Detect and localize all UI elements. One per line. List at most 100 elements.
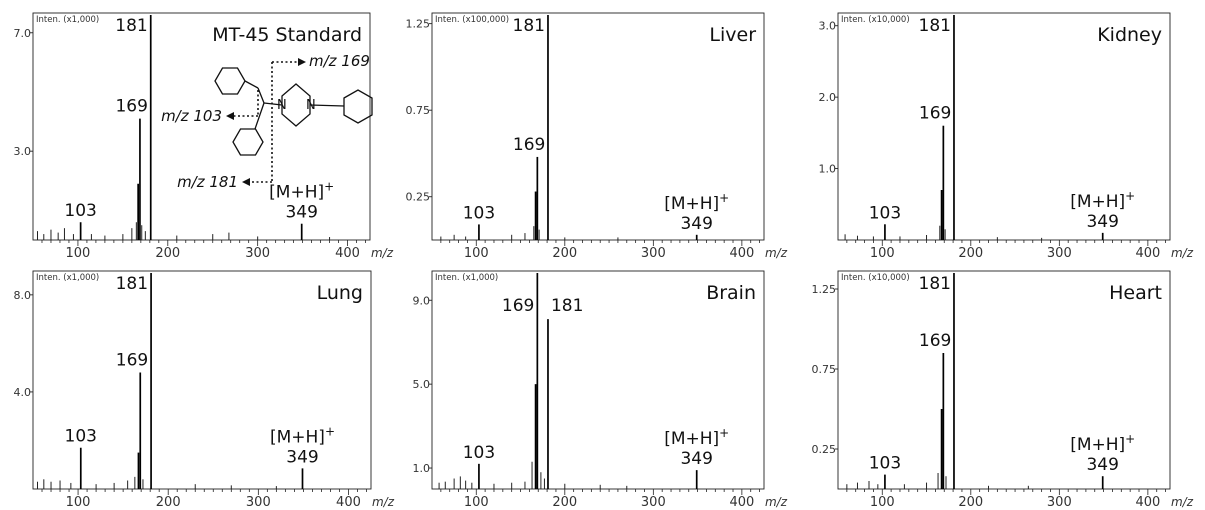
fragment-label-169: m/z 169 [309,52,370,70]
x-tick-label: 100 [464,495,489,510]
peak-label-103: 103 [64,201,96,221]
spectrum-panel-5: Inten. (x1,000) Brain 1.0 5.0 9.0 100 200 300 40… [413,270,788,510]
peak-label-169: 169 [513,135,545,155]
intensity-scale-label: Inten. (x1,000) [36,15,99,25]
spectrum-panel-1: Inten. (x1,000) MT-45 Standard 3.0 7.0 100 20… [14,12,394,261]
x-tick-label: 200 [155,246,180,261]
panel-title: Brain [706,282,756,304]
cyclohexyl-ring [343,89,373,124]
peak-label-349: 349 [680,449,712,469]
adduct-label: [M+H]+ [270,424,335,447]
plot-frame [431,270,765,490]
fragment-label-181: m/z 181 [177,173,238,191]
peak-label-169: 169 [116,351,148,371]
intensity-scale-label: Inten. (x100,000) [435,15,509,25]
peak-label-169: 169 [919,104,951,124]
fragment-label-103: m/z 103 [161,107,222,125]
arrow-169-head [298,58,306,66]
peak-label-349: 349 [1086,212,1118,232]
y-tick-label: 1.0 [413,462,431,475]
spectrum-panel-6: Inten. (x10,000) Heart 0.25 0.75 1.25 100 200 3… [812,270,1194,510]
x-axis-label: m/z [765,495,788,509]
y-tick-label: 2.0 [819,91,837,104]
x-tick-label: 100 [870,246,895,261]
adduct-label: [M+H]+ [269,180,334,203]
x-tick-label: 400 [1135,495,1160,510]
x-tick-label: 400 [336,495,361,510]
x-tick-label: 100 [870,495,895,510]
y-tick-label: 0.75 [812,363,837,376]
peak-label-169: 169 [115,97,147,117]
y-tick-label: 1.25 [812,283,837,296]
x-tick-label: 200 [552,495,577,510]
peak-label-103: 103 [463,443,495,463]
y-tick-label: 1.25 [406,18,431,31]
y-tick-label: 9.0 [413,294,431,307]
peak-label-181: 181 [919,16,951,36]
y-tick-label: 7.0 [14,27,32,40]
piperazine-ring [281,83,311,127]
intensity-scale-label: Inten. (x1,000) [36,273,99,283]
adduct-label: [M+H]+ [1070,189,1135,212]
panel-title: MT-45 Standard [212,24,362,46]
y-tick-label: 0.25 [406,191,431,204]
x-axis-label: m/z [765,246,788,260]
peak-label-181: 181 [116,274,148,294]
peak-label-169: 169 [919,331,951,351]
adduct-label: [M+H]+ [664,426,729,449]
y-tick-label: 0.75 [406,104,431,117]
x-tick-label: 300 [641,246,666,261]
peak-label-181: 181 [115,16,147,36]
x-tick-label: 400 [335,246,360,261]
plot-frame [32,12,371,241]
peak-label-103: 103 [869,454,901,474]
x-tick-label: 300 [641,495,666,510]
panel-title: Liver [709,24,756,46]
peak-label-349: 349 [285,203,317,223]
spectrum-panel-4: Inten. (x1,000) Lung 4.0 8.0 100 200 300 400 m/z… [14,270,395,510]
panel-title: Kidney [1097,24,1162,46]
peak-label-181: 181 [551,296,583,316]
x-tick-label: 200 [958,495,983,510]
structure-n-atom-2: N [306,98,316,113]
x-tick-label: 100 [66,246,91,261]
panel-title: Heart [1109,282,1162,304]
y-tick-label: 0.25 [812,443,837,456]
peak-label-103: 103 [869,203,901,223]
x-axis-label: m/z [1171,495,1194,509]
adduct-label: [M+H]+ [1070,432,1135,455]
x-tick-label: 200 [156,495,181,510]
peak-label-181: 181 [513,16,545,36]
phenyl-ring-top [214,67,246,95]
arrow-103-head [226,112,234,120]
mt45-structure-diagram: N N m/z 169 m/z 103 m/z 181 [161,52,373,191]
y-tick-label: 4.0 [14,386,32,399]
peak-label-181: 181 [919,274,951,294]
x-tick-label: 400 [729,246,754,261]
phenyl-ring-bottom [232,128,264,156]
x-tick-label: 300 [246,495,271,510]
peak-label-103: 103 [65,427,97,447]
plot-frame [32,270,372,490]
y-tick-label: 3.0 [819,20,837,33]
structure-n-atom-1: N [277,98,287,113]
spectrum-panel-3: Inten. (x10,000) Kidney 1.0 2.0 3.0 100 200 300… [819,12,1194,261]
peak-label-103: 103 [463,203,495,223]
x-tick-label: 400 [729,495,754,510]
x-tick-label: 300 [245,246,270,261]
plot-frame [431,12,765,241]
intensity-scale-label: Inten. (x10,000) [841,273,910,283]
panel-title: Lung [317,282,363,304]
y-tick-label: 3.0 [14,145,32,158]
peak-label-169: 169 [502,296,534,316]
y-tick-label: 1.0 [819,163,837,176]
x-tick-label: 200 [958,246,983,261]
x-axis-label: m/z [1171,246,1194,260]
y-tick-label: 8.0 [14,289,32,302]
x-tick-label: 200 [552,246,577,261]
y-tick-label: 5.0 [413,378,431,391]
peak-label-349: 349 [286,447,318,467]
spectrum-panel-2: Inten. (x100,000) Liver 0.25 0.75 1.25 100 200… [406,12,788,261]
adduct-label: [M+H]+ [664,191,729,214]
